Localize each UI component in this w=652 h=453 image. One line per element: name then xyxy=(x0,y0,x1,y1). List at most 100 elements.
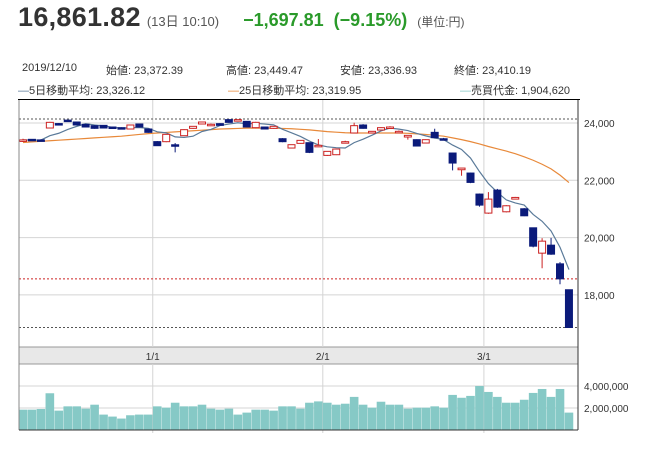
volume-bar xyxy=(18,409,28,430)
candle-down xyxy=(547,244,556,255)
candle-down xyxy=(63,119,72,123)
turnover-legend: —売買代金: 1,904,620 xyxy=(460,85,571,97)
candle-up xyxy=(350,125,359,134)
volume-bar xyxy=(197,404,207,430)
candle-up xyxy=(511,196,520,200)
candle-up xyxy=(394,130,403,134)
volume-bar xyxy=(367,407,377,430)
volume-bar xyxy=(546,396,556,430)
volume-bar xyxy=(117,418,126,430)
candle-down xyxy=(153,141,162,147)
info-date: 2019/12/10 xyxy=(22,62,78,74)
volume-bar xyxy=(45,393,55,430)
volume-bar xyxy=(251,409,260,430)
volume-bar xyxy=(287,406,296,430)
candle-down xyxy=(242,120,251,128)
volume-bar xyxy=(555,388,565,430)
volume-bar xyxy=(161,407,171,430)
volume-bar xyxy=(475,386,484,430)
candle-up xyxy=(341,141,350,144)
candle-up xyxy=(403,134,412,138)
volume-bar xyxy=(394,404,404,430)
candle-up xyxy=(19,139,27,142)
info-low: 安値: 23,336.93 xyxy=(340,65,418,77)
candle-down xyxy=(99,124,108,129)
candle-up xyxy=(314,144,323,148)
volume-bar xyxy=(314,401,323,430)
price-tick-label: 24,000 xyxy=(584,119,615,130)
volume-bar xyxy=(72,406,81,430)
volume-bar xyxy=(36,408,46,430)
price-change: −1,697.81 xyxy=(243,10,324,30)
info-open: 始値: 23,372.39 xyxy=(106,65,184,77)
candle-up xyxy=(421,139,430,144)
candle-up xyxy=(189,125,198,129)
volume-bar xyxy=(108,416,117,430)
candle-down xyxy=(529,227,538,247)
ma25-legend-line: — xyxy=(228,85,239,97)
candle-down xyxy=(493,189,502,208)
candle-up xyxy=(251,121,260,129)
volume-bar xyxy=(170,402,180,430)
volume-bar xyxy=(27,409,37,430)
candle-up xyxy=(198,121,206,125)
date-axis-band xyxy=(18,346,579,365)
candle-down xyxy=(135,123,144,128)
volume-bar xyxy=(206,408,216,430)
candle-down xyxy=(466,172,475,183)
candle-up xyxy=(538,240,547,254)
candle-up xyxy=(502,205,511,213)
candle-down xyxy=(305,142,314,153)
volume-bar xyxy=(349,396,359,430)
volume-bar xyxy=(224,408,234,430)
volume-bar xyxy=(376,401,386,430)
volume-bar xyxy=(457,397,466,430)
volume-bar xyxy=(421,407,431,430)
candle-down xyxy=(564,289,573,329)
date-label: 1/1 xyxy=(146,352,160,363)
volume-bar xyxy=(135,414,144,430)
volume-bar xyxy=(99,414,108,430)
candle-up xyxy=(287,144,296,149)
candle-up xyxy=(323,150,332,156)
volume-bar xyxy=(502,402,511,430)
candle-down xyxy=(475,193,484,206)
ma5-legend-line: — xyxy=(18,85,29,97)
volume-bar xyxy=(144,414,153,430)
candle-down xyxy=(412,139,421,147)
volume-bar xyxy=(430,406,439,430)
volume-tick-label: 4,000,000 xyxy=(584,382,629,393)
candle-down xyxy=(260,126,269,130)
volume-bar xyxy=(126,415,135,430)
candle-down xyxy=(54,123,63,126)
volume-bar xyxy=(278,406,287,430)
info-close: 終値: 23,410.19 xyxy=(454,65,532,77)
volume-bar xyxy=(269,410,278,430)
candle-down xyxy=(224,119,233,123)
candle-up xyxy=(484,198,493,214)
date-label: 2/1 xyxy=(316,352,330,363)
candle-down xyxy=(278,138,287,143)
price-change-percent: (−9.15%) xyxy=(333,10,408,30)
candle-up xyxy=(296,139,305,144)
candle-down xyxy=(144,128,153,133)
candle-down xyxy=(556,263,564,280)
candle-down xyxy=(108,126,117,130)
candle-up xyxy=(457,167,466,171)
volume-bar xyxy=(484,391,493,430)
volume-bar xyxy=(323,402,332,430)
volume-bar xyxy=(63,406,73,430)
date-label: 3/1 xyxy=(477,352,491,363)
candle-down xyxy=(520,208,529,217)
volume-bar xyxy=(358,404,368,430)
info-high: 高値: 23,449.47 xyxy=(226,65,304,77)
volume-bar xyxy=(90,404,99,430)
candle-up xyxy=(206,123,215,127)
volume-bar xyxy=(260,409,269,430)
candle-down xyxy=(36,139,45,142)
candle-down xyxy=(81,123,90,128)
volume-bar xyxy=(448,394,457,430)
volume-bar xyxy=(305,402,314,430)
volume-bar xyxy=(528,392,538,430)
